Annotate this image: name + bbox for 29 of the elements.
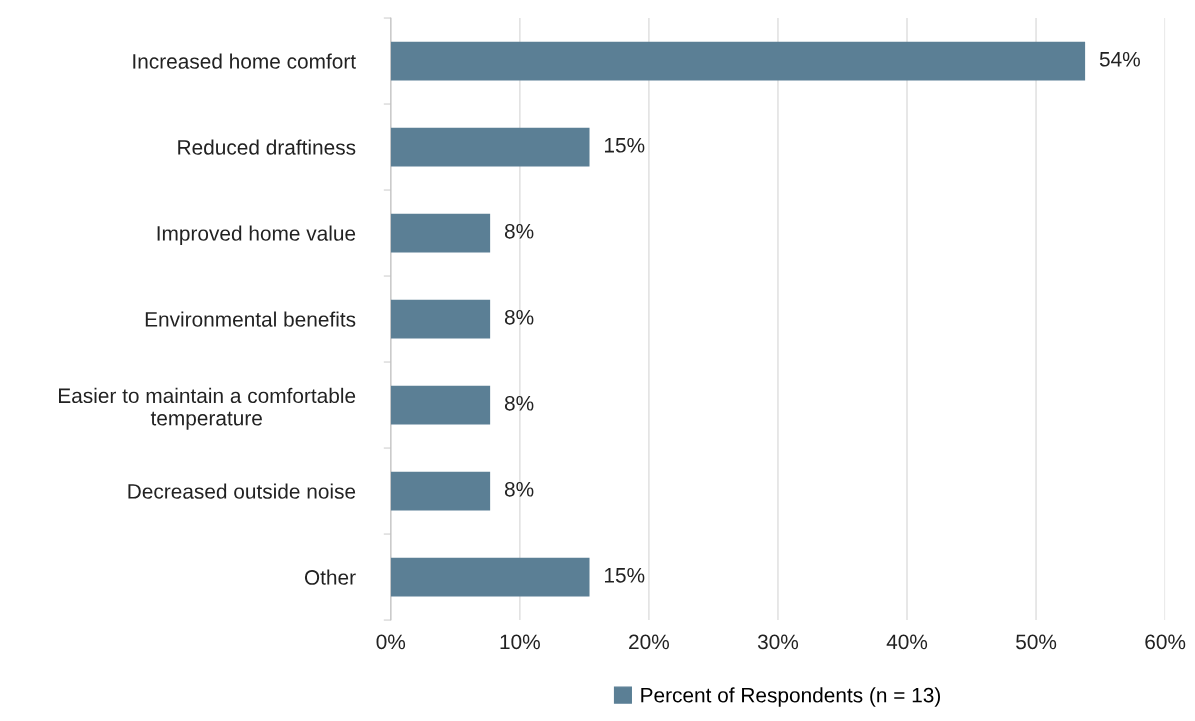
data-label: 15% — [604, 567, 645, 583]
x-tick-label: 60% — [1145, 634, 1186, 650]
bar — [390, 471, 491, 511]
y-tick-label: Easier to maintain a comfortable temperature — [59, 387, 356, 430]
data-label: 8% — [504, 395, 534, 411]
bar — [390, 385, 491, 425]
legend-label: Percent of Respondents (n = 13) — [641, 687, 941, 707]
y-tick-label: Decreased outside noise — [128, 483, 356, 499]
y-tick-label: Improved home value — [157, 225, 356, 245]
data-label: 8% — [504, 223, 534, 239]
y-tick-label: Environmental benefits — [145, 311, 356, 327]
bar — [390, 127, 590, 167]
bar — [390, 213, 491, 253]
x-tick-label: 40% — [886, 634, 928, 650]
bar — [390, 299, 491, 339]
bar — [390, 557, 590, 597]
x-tick-label: 20% — [629, 634, 669, 650]
x-tick-label: 50% — [1016, 634, 1057, 650]
bar — [390, 41, 1086, 81]
y-tick-label: Other — [304, 569, 356, 585]
data-label: 8% — [504, 481, 534, 497]
x-tick-label: 0% — [376, 634, 406, 650]
x-tick-label: 10% — [500, 634, 540, 650]
y-tick-label: Increased home comfort — [133, 53, 356, 69]
y-tick-label: Reduced draftiness — [178, 139, 356, 155]
data-label: 15% — [604, 137, 645, 153]
data-label: 8% — [504, 309, 534, 325]
x-tick-label: 30% — [757, 634, 799, 650]
data-label: 54% — [1099, 51, 1140, 67]
